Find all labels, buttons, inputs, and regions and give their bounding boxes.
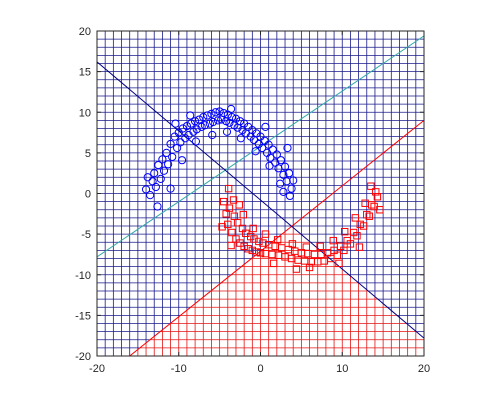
y-tick-label: -10	[75, 270, 91, 282]
y-tick-label: 5	[85, 148, 91, 160]
y-tick-label: 20	[79, 26, 91, 38]
x-tick-label: -10	[171, 363, 187, 375]
y-tick-label: -20	[75, 351, 91, 363]
y-tick-label: -5	[81, 229, 91, 241]
x-tick-label: 20	[418, 363, 430, 375]
y-tick-label: 15	[79, 67, 91, 79]
x-tick-label: 0	[257, 363, 263, 375]
y-tick-label: 10	[79, 107, 91, 119]
y-tick-label: 0	[85, 189, 91, 201]
plot-area	[97, 31, 424, 356]
x-tick-label: -20	[89, 363, 105, 375]
x-tick-label: 10	[336, 363, 348, 375]
y-tick-label: -15	[75, 310, 91, 322]
